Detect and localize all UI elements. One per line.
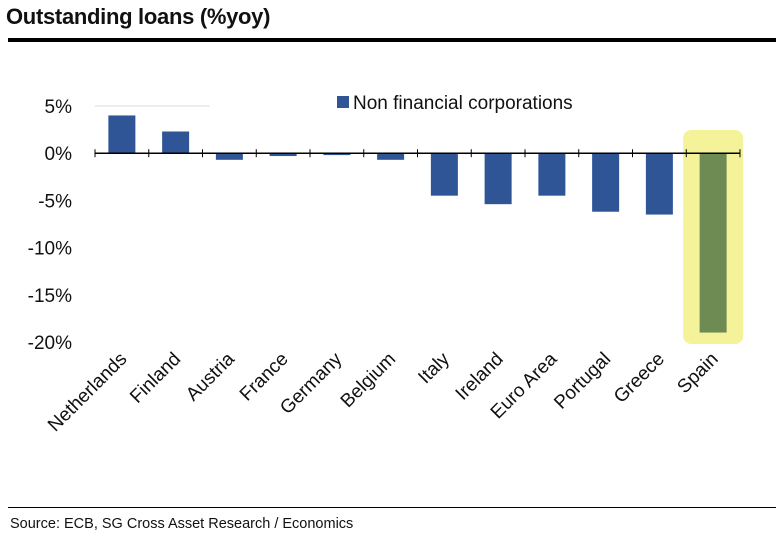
- y-tick-label: -15%: [28, 286, 72, 307]
- x-tick-label: Belgium: [337, 349, 400, 412]
- y-tick-label: 0%: [45, 144, 73, 165]
- bar-greece: [645, 153, 673, 215]
- bar-euro-area: [538, 153, 566, 196]
- y-tick-label: -20%: [28, 333, 72, 354]
- x-tick-label: Netherlands: [44, 349, 131, 436]
- bar-chart: 5% 0% -5% -10% -15% -20%NetherlandsFinlandAus…: [28, 93, 744, 436]
- bar-austria: [215, 153, 243, 160]
- x-tick-label: Spain: [673, 349, 722, 398]
- legend-swatch: [337, 96, 349, 108]
- bar-germany: [323, 153, 351, 156]
- bar-portugal: [592, 153, 620, 212]
- legend-label: Non financial corporations: [353, 93, 573, 114]
- bar-belgium: [377, 153, 405, 160]
- y-tick-label: -10%: [28, 239, 72, 260]
- title-rule: [8, 38, 776, 42]
- footer-rule: [8, 507, 776, 508]
- x-tick-label: Greece: [610, 349, 669, 408]
- bar-netherlands: [108, 115, 136, 154]
- bar-france: [269, 153, 297, 157]
- chart-title: Outstanding loans (%yoy): [6, 4, 271, 29]
- bar-finland: [162, 131, 190, 154]
- source-note: Source: ECB, SG Cross Asset Research / E…: [10, 516, 354, 532]
- x-tick-label: Finland: [126, 349, 185, 408]
- y-tick-label: -5%: [38, 191, 72, 212]
- bar-ireland: [484, 153, 512, 205]
- x-tick-label: Austria: [182, 348, 239, 405]
- x-tick-label: Portugal: [550, 349, 615, 414]
- bar-spain: [699, 153, 727, 333]
- bar-italy: [430, 153, 458, 196]
- y-tick-label: 5%: [45, 97, 73, 118]
- x-tick-label: Italy: [414, 348, 454, 388]
